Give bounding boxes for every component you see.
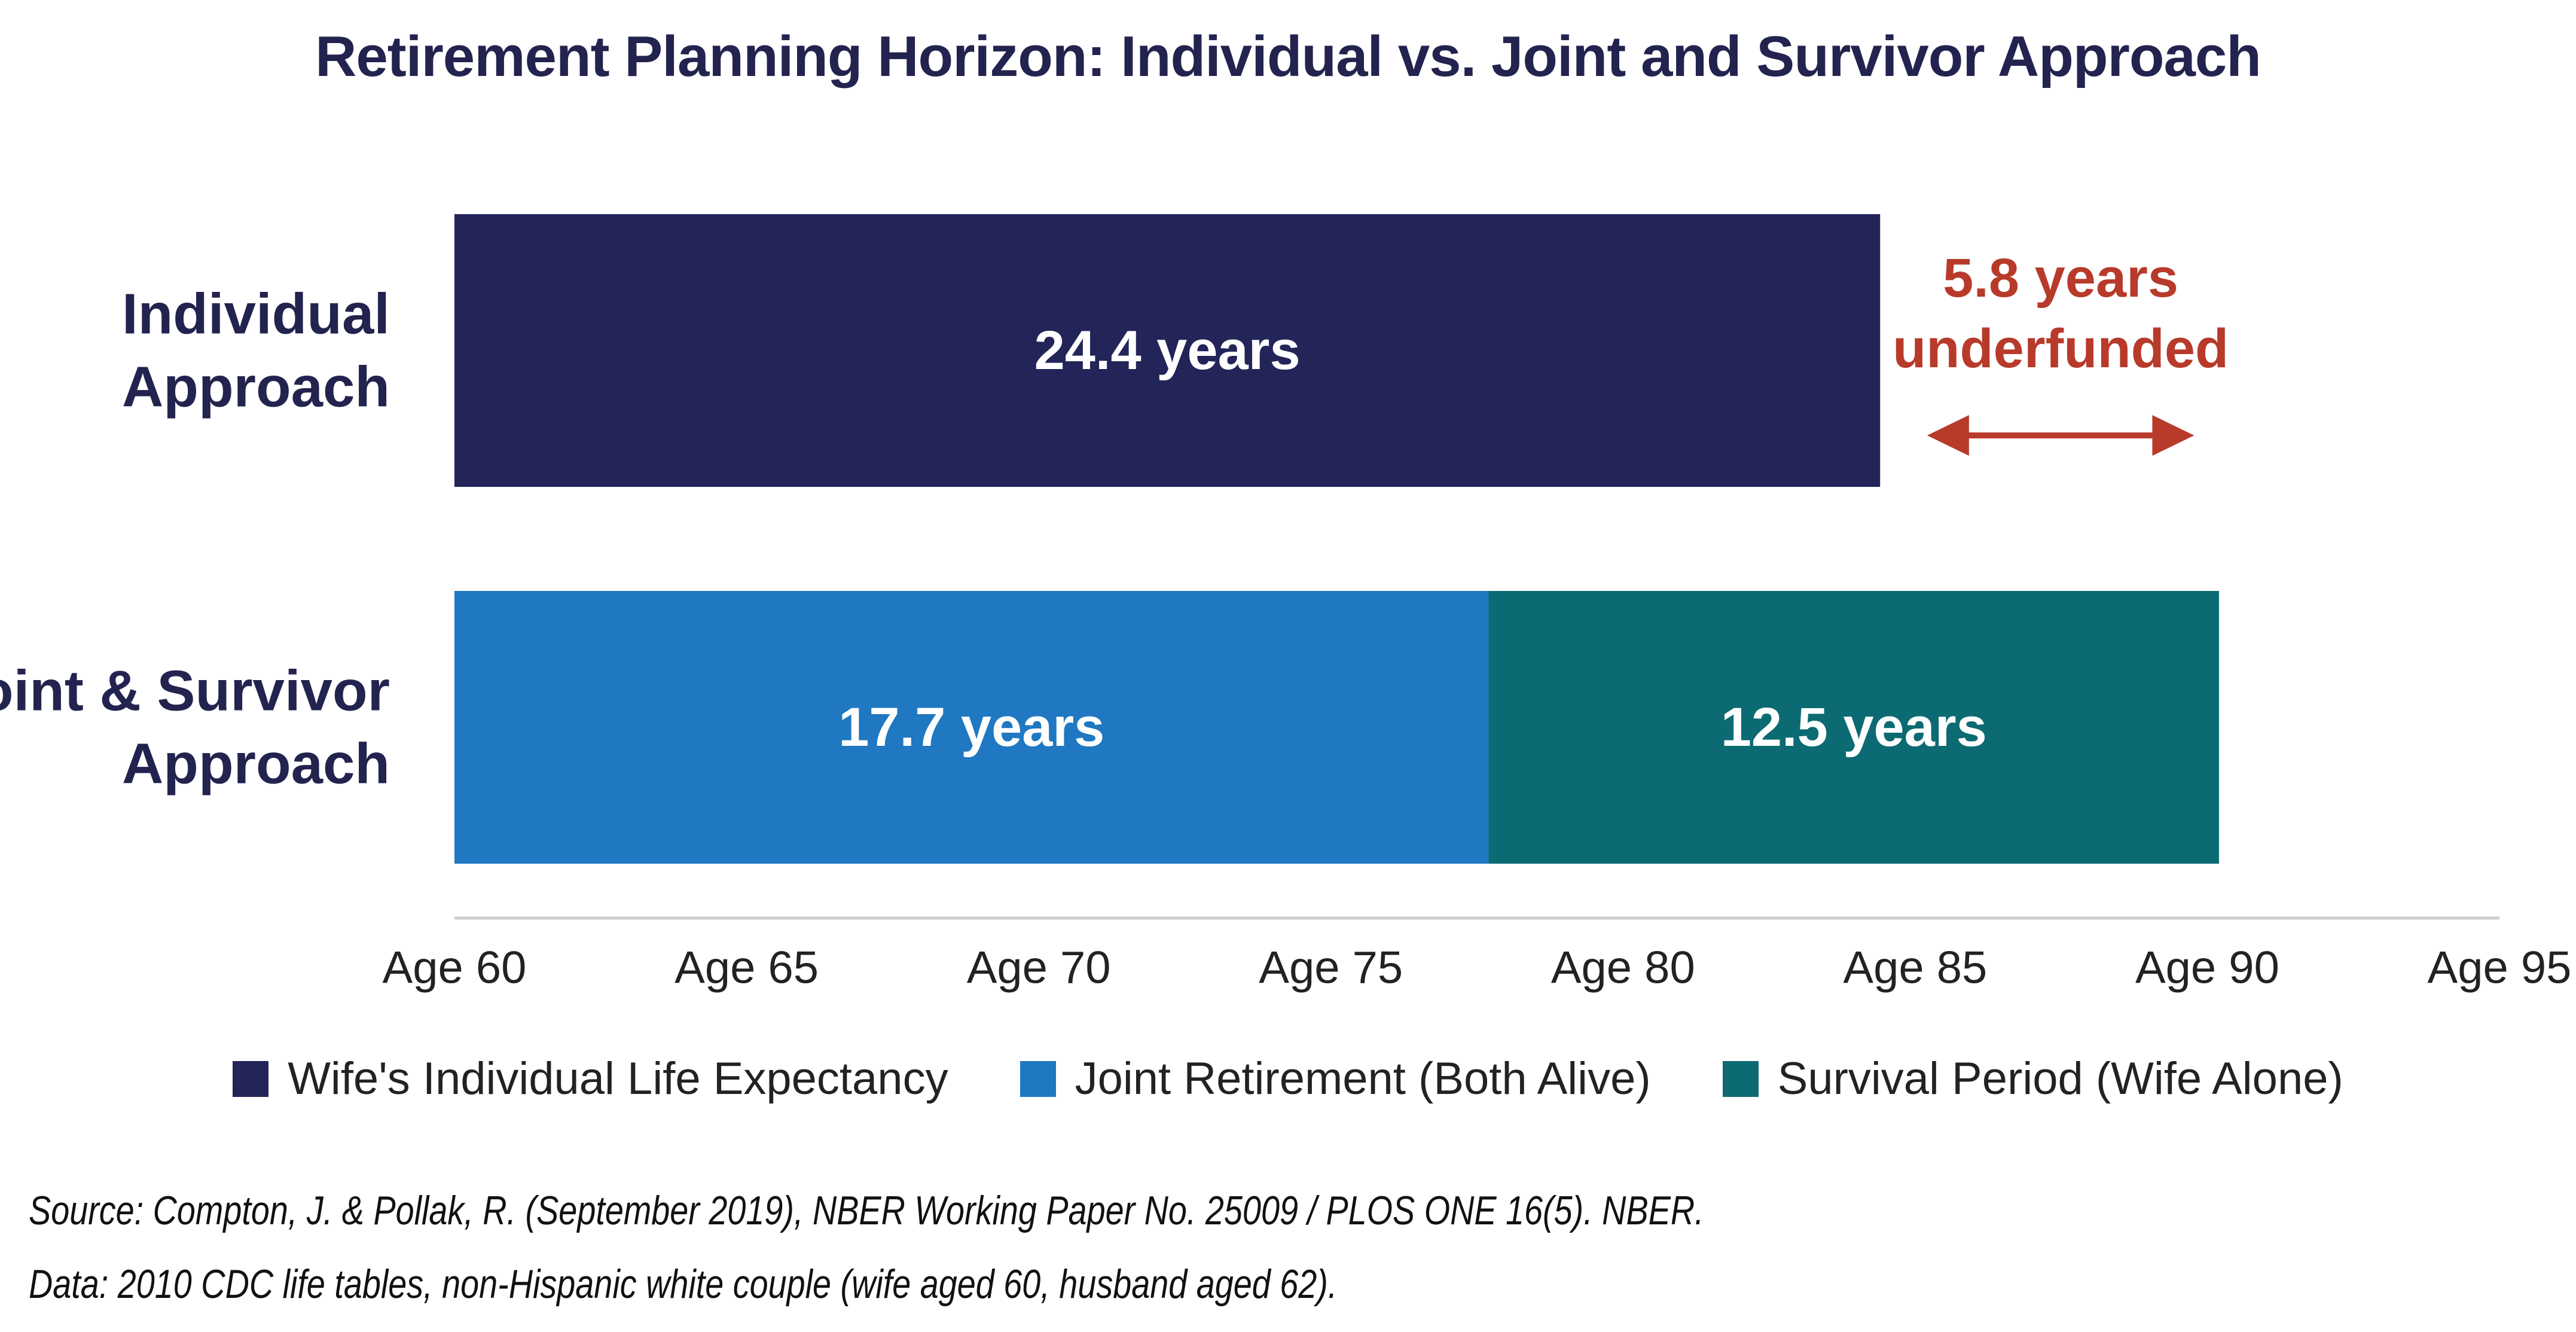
category-label: Approach [122, 732, 390, 796]
bar-segment [1488, 591, 2219, 864]
legend-item: Wife's Individual Life Expectancy [233, 1053, 948, 1105]
legend-item: Survival Period (Wife Alone) [1722, 1053, 2343, 1105]
x-tick-label: Age 90 [2135, 943, 2279, 993]
x-tick-label: Age 95 [2428, 943, 2572, 993]
x-tick-label: Age 75 [1259, 943, 1403, 993]
legend-item: Joint Retirement (Both Alive) [1020, 1053, 1651, 1105]
annotation-arrowhead-right [2152, 415, 2195, 456]
x-tick-label: Age 65 [674, 943, 819, 993]
bar-segment [454, 214, 1881, 487]
x-tick-label: Age 70 [967, 943, 1111, 993]
category-label: Joint & Survivor [0, 659, 390, 723]
legend-swatch [233, 1060, 269, 1097]
x-tick-label: Age 60 [383, 943, 527, 993]
bar-value-label: 17.7 years [838, 697, 1104, 758]
annotation-arrowhead-left [1927, 415, 1969, 456]
bar-value-label: 24.4 years [1034, 320, 1301, 381]
legend: Wife's Individual Life Expectancy Joint R… [0, 1053, 2576, 1105]
annotation-text: 5.8 years [1943, 248, 2178, 309]
bar-segment [454, 591, 1489, 864]
legend-label: Joint Retirement (Both Alive) [1075, 1053, 1651, 1104]
annotation-text: underfunded [1893, 318, 2229, 379]
bar-chart: Individual Approach Joint & Survivor Approa… [0, 214, 2572, 993]
x-tick-label: Age 80 [1551, 943, 1695, 993]
legend-label: Survival Period (Wife Alone) [1777, 1053, 2343, 1104]
chart-title: Retirement Planning Horizon: Individual … [315, 25, 2261, 89]
data-note: Data: 2010 CDC life tables, non-Hispanic… [29, 1261, 1338, 1307]
legend-label: Wife's Individual Life Expectancy [288, 1053, 948, 1104]
x-tick-label: Age 85 [1843, 943, 1987, 993]
legend-swatch [1722, 1060, 1759, 1097]
bar-value-label: 12.5 years [1721, 697, 1987, 758]
legend-swatch [1020, 1060, 1056, 1097]
source-note: Source: Compton, J. & Pollak, R. (Septem… [29, 1188, 1704, 1233]
category-label: Approach [122, 355, 390, 419]
category-label: Individual [122, 282, 390, 346]
